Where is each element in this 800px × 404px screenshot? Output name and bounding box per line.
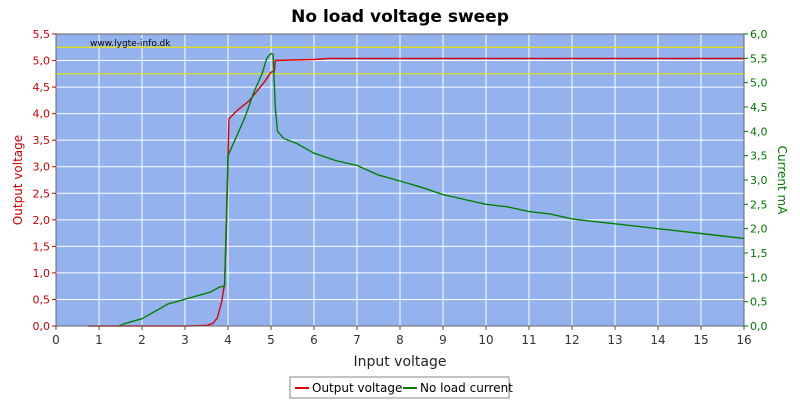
left-tick-label: 5,0	[33, 55, 51, 68]
right-tick-label: 3,5	[750, 150, 768, 163]
left-tick-label: 3,5	[33, 134, 51, 147]
left-tick-label: 2,5	[33, 187, 51, 200]
series-line-output-voltage	[88, 57, 744, 327]
right-tick-label: 0,5	[750, 296, 768, 309]
x-tick-label: 1	[95, 333, 103, 347]
x-tick-label: 6	[310, 333, 318, 347]
right-tick-label: 1,5	[750, 247, 768, 260]
left-tick-label: 2,0	[33, 214, 51, 227]
x-tick-label: 3	[181, 333, 189, 347]
legend-label-no-load-current: No load current	[420, 381, 513, 395]
x-tick-label: 11	[521, 333, 536, 347]
watermark: www.lygte-info.dk	[90, 39, 171, 49]
x-tick-label: 8	[396, 333, 404, 347]
left-tick-label: 3,0	[33, 161, 51, 174]
right-tick-label: 5,0	[750, 77, 768, 90]
legend-box	[289, 376, 510, 399]
legend-label-output-voltage: Output voltage	[312, 381, 402, 395]
chart-title: No load voltage sweep	[291, 7, 509, 27]
legend: Output voltage No load current	[289, 376, 513, 399]
right-axis-label: Current mA	[775, 146, 789, 216]
series-layer	[88, 52, 745, 327]
left-tick-label: 1,5	[33, 240, 51, 253]
x-tick-label: 7	[353, 333, 361, 347]
reference-lines	[56, 46, 744, 75]
series-line-no-load-current	[118, 52, 745, 327]
right-tick-label: 3,0	[750, 174, 768, 187]
right-tick-label: 5,5	[750, 52, 768, 65]
x-tick-label: 14	[650, 333, 665, 347]
left-tick-label: 4,5	[33, 81, 51, 94]
x-tick-label: 2	[138, 333, 146, 347]
left-tick-label: 4,0	[33, 108, 51, 121]
left-tick-label: 0,5	[33, 293, 51, 306]
x-tick-label: 9	[439, 333, 447, 347]
right-tick-label: 0,0	[750, 320, 768, 333]
left-tick-label: 5,5	[33, 28, 51, 41]
x-tick-label: 16	[736, 333, 751, 347]
right-tick-label: 4,5	[750, 101, 768, 114]
left-tick-label: 1,0	[33, 267, 51, 280]
ticks: 0 1 2 3 4 5 6 7 8 9 10 11 12 13 14 15 160,00,51,01,52,02…	[33, 28, 768, 347]
right-tick-label: 2,5	[750, 198, 768, 211]
right-tick-label: 2,0	[750, 223, 768, 236]
x-tick-label: 15	[693, 333, 708, 347]
x-axis-label: Input voltage	[353, 354, 446, 370]
right-tick-label: 6,0	[750, 28, 768, 41]
left-tick-label: 0,0	[33, 320, 51, 333]
x-tick-label: 10	[478, 333, 493, 347]
x-tick-label: 13	[607, 333, 622, 347]
left-axis-label: Output voltage	[11, 135, 25, 225]
right-tick-label: 1,0	[750, 271, 768, 284]
x-tick-label: 4	[224, 333, 232, 347]
x-tick-label: 12	[564, 333, 579, 347]
x-tick-label: 0	[52, 333, 60, 347]
x-tick-label: 5	[267, 333, 275, 347]
right-tick-label: 4,0	[750, 125, 768, 138]
